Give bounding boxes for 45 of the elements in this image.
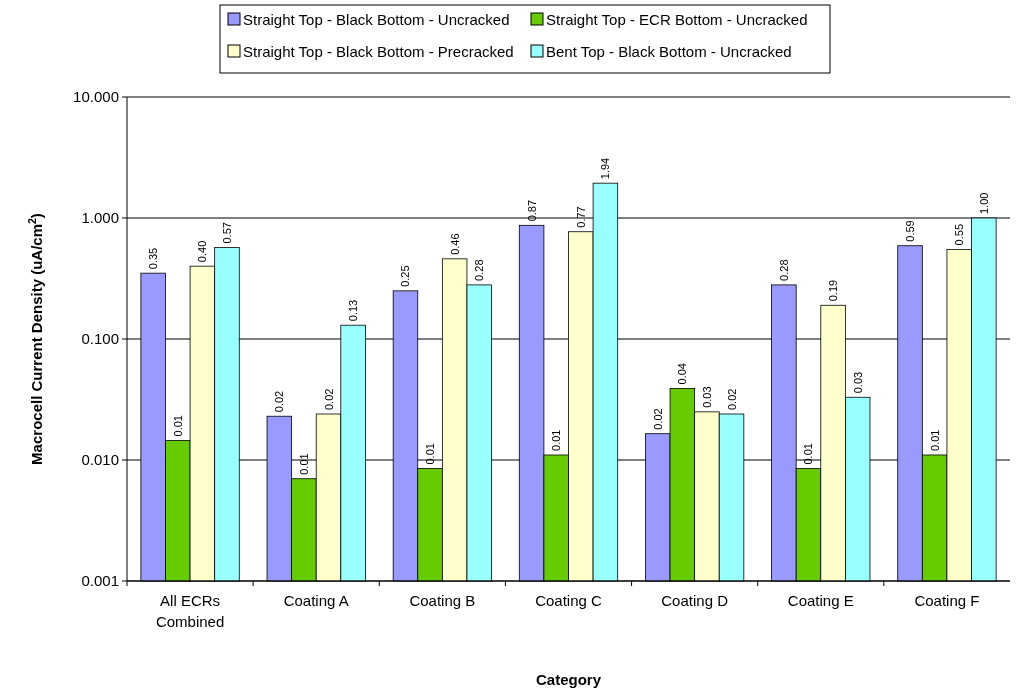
data-label: 0.01: [802, 443, 815, 465]
x-tick-label: Coating A: [283, 592, 349, 609]
data-label: 0.03: [700, 386, 713, 408]
legend-label: Bent Top - Black Bottom - Uncracked: [546, 43, 792, 61]
y-tick-label: 0.010: [81, 451, 119, 469]
data-label: 0.04: [676, 363, 689, 385]
legend-label: Straight Top - ECR Bottom - Uncracked: [546, 11, 808, 29]
data-label: 1.94: [599, 157, 612, 180]
data-label: 0.59: [904, 220, 917, 242]
data-label: 0.55: [953, 223, 966, 246]
data-label: 0.35: [147, 247, 160, 270]
data-label: 0.02: [725, 388, 738, 410]
legend-label: Straight Top - Black Bottom - Uncracked: [243, 11, 510, 29]
legend-label: Straight Top - Black Bottom - Precracked: [243, 43, 514, 61]
x-axis-title: Category: [535, 671, 602, 688]
data-label: 0.01: [171, 415, 184, 437]
data-label: 0.28: [473, 259, 486, 281]
x-tick-label: Coating E: [787, 592, 854, 609]
data-label: 0.77: [574, 206, 587, 228]
data-label: 0.01: [928, 429, 941, 451]
y-tick-label: 0.001: [81, 572, 119, 590]
data-label: 0.40: [196, 240, 209, 263]
data-label: 1.00: [977, 192, 990, 214]
data-label: 0.57: [220, 222, 233, 244]
data-label: 0.01: [550, 429, 563, 451]
data-label: 0.02: [273, 390, 286, 413]
data-label: 0.13: [347, 299, 360, 322]
data-label: 0.19: [827, 279, 840, 302]
data-label: 0.01: [424, 443, 437, 465]
x-tick-label: Coating F: [914, 592, 980, 609]
data-label: 0.02: [322, 388, 335, 410]
data-label: 0.46: [448, 233, 461, 255]
data-label: 0.02: [651, 408, 664, 430]
x-tick-label: Coating C: [535, 592, 603, 609]
data-label: 0.03: [851, 371, 864, 394]
data-label: 0.87: [525, 199, 538, 222]
x-tick-label: Coating B: [409, 592, 476, 609]
y-tick-label: 10.000: [73, 88, 119, 106]
x-tick-label: Coating D: [661, 592, 729, 609]
data-label: 0.28: [777, 259, 790, 281]
data-label: 0.25: [399, 265, 412, 287]
x-tick-label: All ECRs Combined: [155, 592, 225, 630]
data-label: 0.01: [297, 453, 310, 475]
y-tick-label: 1.000: [81, 209, 119, 227]
y-tick-label: 0.100: [81, 330, 119, 348]
